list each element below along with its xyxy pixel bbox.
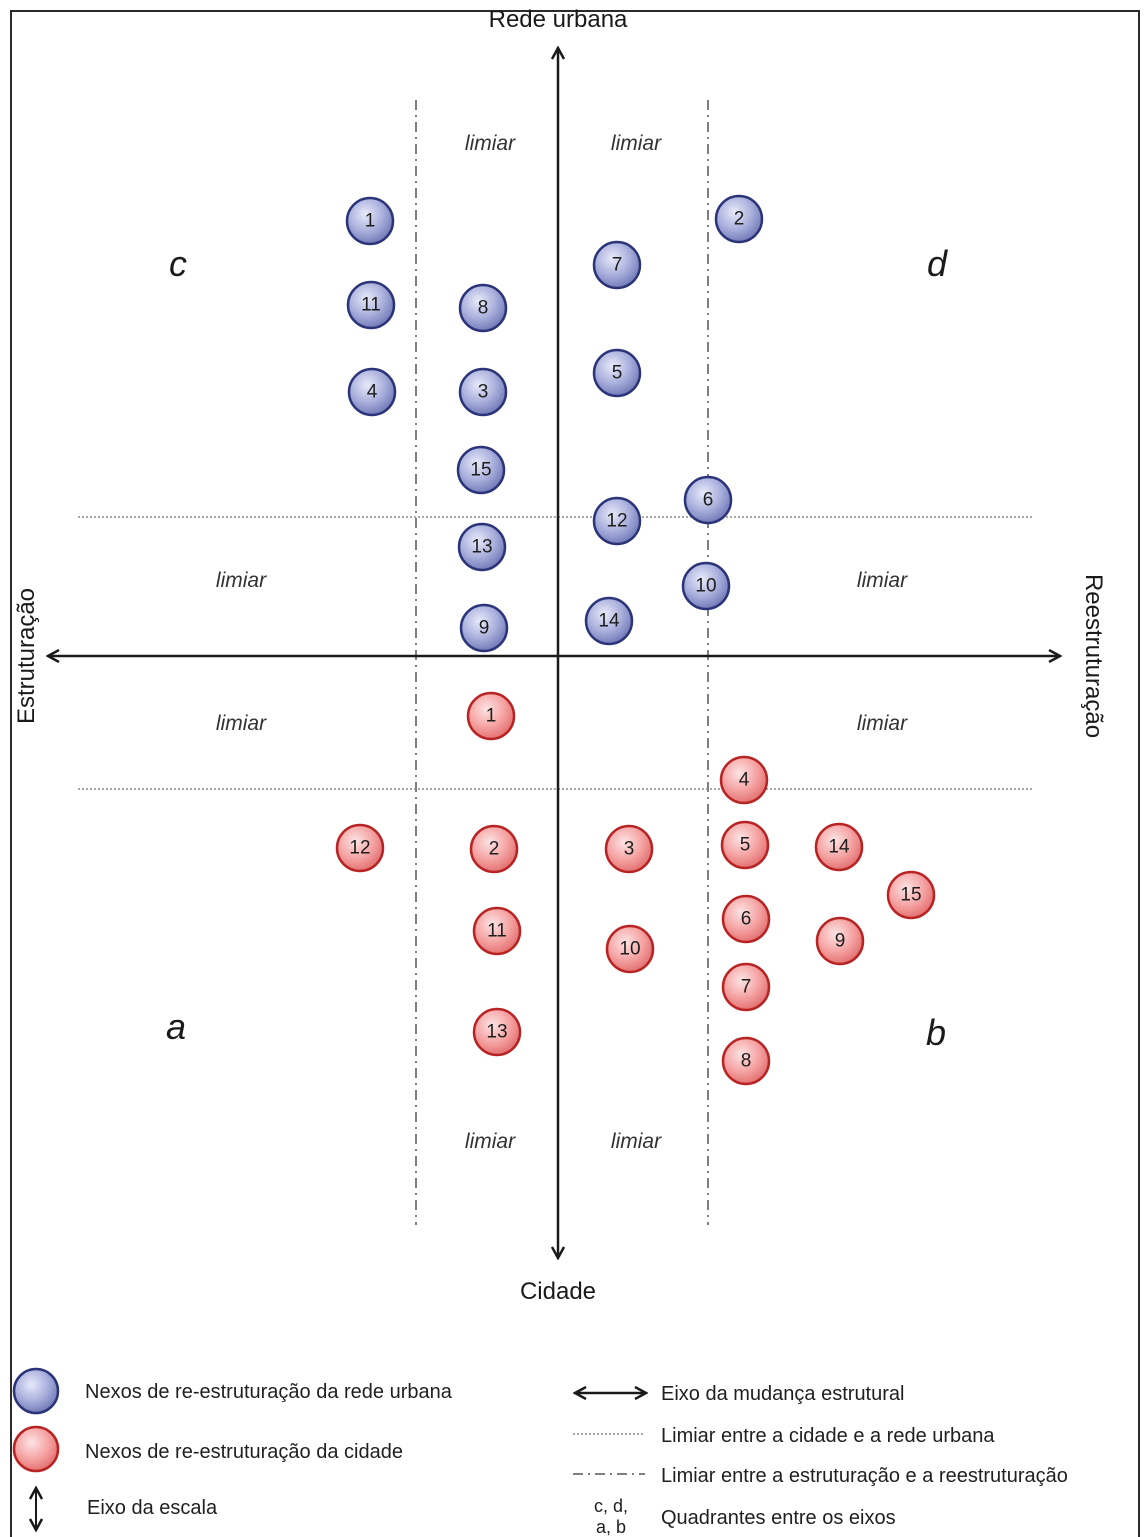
cidade-node: 7 xyxy=(721,962,771,1012)
cidade-node: 4 xyxy=(719,755,769,805)
cidade-node: 6 xyxy=(721,894,771,944)
quadrant-label-b: b xyxy=(926,1012,946,1053)
legend-quadrant-codes-line1: c, d, xyxy=(594,1496,628,1516)
legend-quadrantes-label: Quadrantes entre os eixos xyxy=(661,1507,896,1529)
cidade-node-label: 15 xyxy=(900,885,921,906)
cidade-node-label: 7 xyxy=(741,977,752,998)
limiar-label-bottom-left: limiar xyxy=(465,1130,516,1153)
figure-frame xyxy=(10,10,1140,1537)
cidade-node-label: 14 xyxy=(828,837,850,858)
rede-node: 5 xyxy=(592,348,642,398)
legend-rede-swatch xyxy=(12,1367,60,1415)
limiar-label-top-right: limiar xyxy=(611,132,662,155)
cidade-node: 14 xyxy=(814,822,864,872)
cidade-node-label: 6 xyxy=(741,909,752,930)
cidade-node-label: 13 xyxy=(486,1022,507,1043)
cidade-node-label: 11 xyxy=(487,921,507,942)
rede-node: 3 xyxy=(458,367,508,417)
limiar-label-left-upper: limiar xyxy=(216,569,267,592)
rede-node: 10 xyxy=(681,561,731,611)
legend-mudanca-label: Eixo da mudança estrutural xyxy=(661,1383,904,1405)
rede-node-label: 7 xyxy=(612,255,623,276)
rede-node: 13 xyxy=(457,522,507,572)
rede-node: 11 xyxy=(346,280,396,330)
cidade-node: 9 xyxy=(815,916,865,966)
quadrant-label-a: a xyxy=(166,1006,186,1047)
rede-node-label: 8 xyxy=(478,298,489,319)
limiar-label-left-lower: limiar xyxy=(216,712,267,735)
cidade-node-label: 1 xyxy=(486,706,497,727)
cidade-node-label: 5 xyxy=(740,835,751,856)
rede-node-label: 4 xyxy=(367,382,378,403)
rede-node-label: 5 xyxy=(612,363,623,384)
rede-node-label: 1 xyxy=(365,211,376,232)
cidade-node-label: 8 xyxy=(741,1051,752,1072)
rede-node: 6 xyxy=(683,475,733,525)
rede-node-label: 3 xyxy=(478,382,489,403)
cidade-node: 3 xyxy=(604,824,654,874)
rede-node: 9 xyxy=(459,603,509,653)
legend-cidade-label: Nexos de re-estruturação da cidade xyxy=(85,1441,403,1463)
rede-node: 7 xyxy=(592,240,642,290)
cidade-node: 1 xyxy=(466,691,516,741)
rede-node: 1 xyxy=(345,196,395,246)
cidade-node: 5 xyxy=(720,820,770,870)
cidade-node-label: 3 xyxy=(624,839,635,860)
limiar-label-right-lower: limiar xyxy=(857,712,908,735)
rede-node-label: 14 xyxy=(598,611,620,632)
cidade-node: 12 xyxy=(335,823,385,873)
rede-node-label: 12 xyxy=(606,511,627,532)
cidade-node: 8 xyxy=(721,1036,771,1086)
cidade-node: 10 xyxy=(605,924,655,974)
cidade-nodes: 1 4 12 2 3 5 14 15 6 11 10 9 7 13 8 xyxy=(335,691,936,1086)
quadrant-label-d: d xyxy=(927,243,948,284)
rede-urbana-nodes: 1 2 7 11 8 5 4 3 15 6 12 13 10 14 9 xyxy=(345,194,764,653)
cidade-node-label: 10 xyxy=(619,939,640,960)
cidade-node: 11 xyxy=(472,906,522,956)
rede-node-label: 2 xyxy=(734,209,745,230)
cidade-node: 2 xyxy=(469,824,519,874)
rede-node-label: 9 xyxy=(479,618,490,639)
limiar-label-top-left: limiar xyxy=(465,132,516,155)
rede-node-label: 15 xyxy=(470,460,491,481)
rede-node-label: 6 xyxy=(703,490,714,511)
legend: Nexos de re-estruturação da rede urbana … xyxy=(12,1367,1068,1537)
quadrant-label-c: c xyxy=(169,243,187,284)
legend-cidade-swatch xyxy=(12,1425,60,1473)
axis-title-bottom: Cidade xyxy=(520,1278,596,1305)
legend-rede-label: Nexos de re-estruturação da rede urbana xyxy=(85,1381,453,1403)
rede-node: 12 xyxy=(592,496,642,546)
legend-quadrant-codes-line2: a, b xyxy=(596,1517,626,1537)
rede-node-label: 13 xyxy=(471,537,492,558)
rede-node: 4 xyxy=(347,367,397,417)
rede-node-label: 11 xyxy=(361,295,381,316)
cidade-node-label: 2 xyxy=(489,839,500,860)
cidade-node: 15 xyxy=(886,870,936,920)
rede-node: 8 xyxy=(458,283,508,333)
rede-node-label: 10 xyxy=(695,576,716,597)
cidade-node-label: 9 xyxy=(835,931,846,952)
cidade-node: 13 xyxy=(472,1007,522,1057)
limiar-label-right-upper: limiar xyxy=(857,569,908,592)
rede-node: 15 xyxy=(456,445,506,495)
rede-node: 2 xyxy=(714,194,764,244)
axis-title-left: Estruturação xyxy=(13,588,40,724)
cidade-node-label: 4 xyxy=(739,770,750,791)
legend-limiar-estr-reestr-label: Limiar entre a estruturação e a reestrut… xyxy=(661,1465,1068,1487)
axis-title-right: Reestruturação xyxy=(1080,574,1107,738)
rede-node: 14 xyxy=(584,596,634,646)
axis-title-top: Rede urbana xyxy=(489,6,628,33)
cidade-node-label: 12 xyxy=(349,838,370,859)
legend-escala-label: Eixo da escala xyxy=(87,1497,218,1519)
limiar-label-bottom-right: limiar xyxy=(611,1130,662,1153)
legend-limiar-cidade-rede-label: Limiar entre a cidade e a rede urbana xyxy=(661,1425,995,1447)
